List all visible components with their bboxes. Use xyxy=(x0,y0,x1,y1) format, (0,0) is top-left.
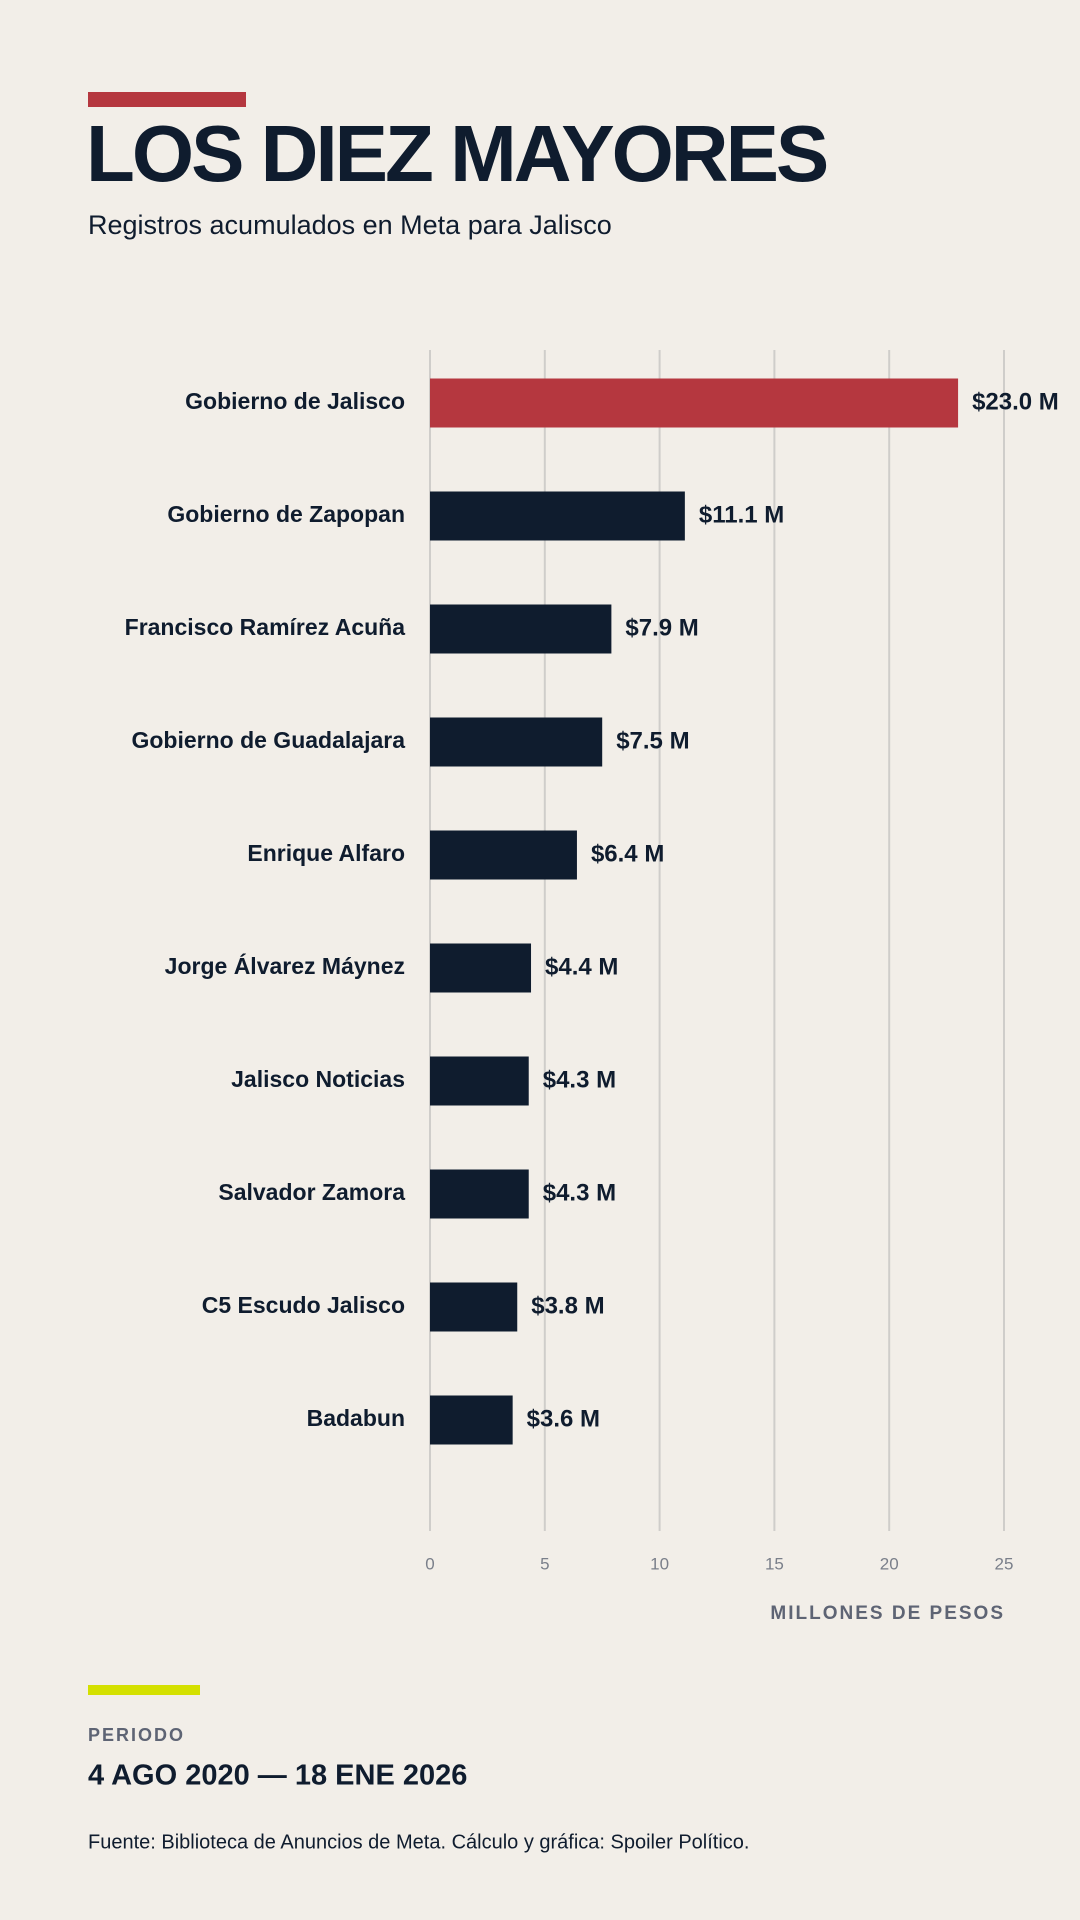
y-tick-label: Jorge Álvarez Máynez xyxy=(165,952,405,979)
x-tick-label: 5 xyxy=(540,1554,549,1573)
value-label: $7.9 M xyxy=(625,614,698,641)
x-axis-title: MILLONES DE PESOS xyxy=(770,1603,1005,1624)
value-label: $3.8 M xyxy=(531,1292,604,1319)
value-label: $4.3 M xyxy=(543,1066,616,1093)
x-tick-label: 0 xyxy=(425,1554,434,1573)
plot: 0 5 10 15 20 25 Gobierno de Jalisco $23.0 M Gobi… xyxy=(125,350,1059,1573)
y-tick-label: Jalisco Noticias xyxy=(231,1066,405,1092)
y-tick-label: Gobierno de Zapopan xyxy=(167,501,405,527)
bar xyxy=(430,1395,513,1445)
bar xyxy=(430,717,603,767)
x-tick-label: 10 xyxy=(650,1554,669,1573)
source: Fuente: Biblioteca de Anuncios de Meta. … xyxy=(88,1831,749,1853)
bar xyxy=(430,1169,529,1219)
value-label: $4.4 M xyxy=(545,953,618,980)
y-tick-label: Badabun xyxy=(307,1405,405,1431)
x-tick-label: 25 xyxy=(995,1554,1014,1573)
y-tick-label: Salvador Zamora xyxy=(218,1179,405,1205)
bar xyxy=(430,830,577,880)
bar xyxy=(430,1282,518,1332)
bar xyxy=(430,378,959,428)
chart-title: LOS DIEZ MAYORES xyxy=(86,109,827,198)
period-label: PERIODO xyxy=(88,1725,185,1745)
value-label: $4.3 M xyxy=(543,1179,616,1206)
y-tick-label: C5 Escudo Jalisco xyxy=(202,1292,405,1318)
bar xyxy=(430,604,612,654)
title-accent xyxy=(88,92,246,107)
y-tick-label: Gobierno de Guadalajara xyxy=(131,727,405,753)
x-tick-label: 15 xyxy=(765,1554,784,1573)
value-label: $3.6 M xyxy=(527,1405,600,1432)
y-tick-label: Gobierno de Jalisco xyxy=(185,388,405,414)
footer-accent xyxy=(88,1685,200,1695)
value-label: $23.0 M xyxy=(972,388,1059,415)
bar xyxy=(430,943,532,993)
y-tick-label: Enrique Alfaro xyxy=(247,840,405,866)
x-tick-label: 20 xyxy=(880,1554,899,1573)
y-tick-label: Francisco Ramírez Acuña xyxy=(125,614,406,640)
bar xyxy=(430,491,685,541)
period: 4 AGO 2020 — 18 ENE 2026 xyxy=(88,1760,467,1792)
bar xyxy=(430,1056,529,1106)
chart-subtitle: Registros acumulados en Meta para Jalisc… xyxy=(88,210,612,240)
value-label: $6.4 M xyxy=(591,840,664,867)
value-label: $7.5 M xyxy=(616,727,689,754)
value-label: $11.1 M xyxy=(699,501,784,528)
